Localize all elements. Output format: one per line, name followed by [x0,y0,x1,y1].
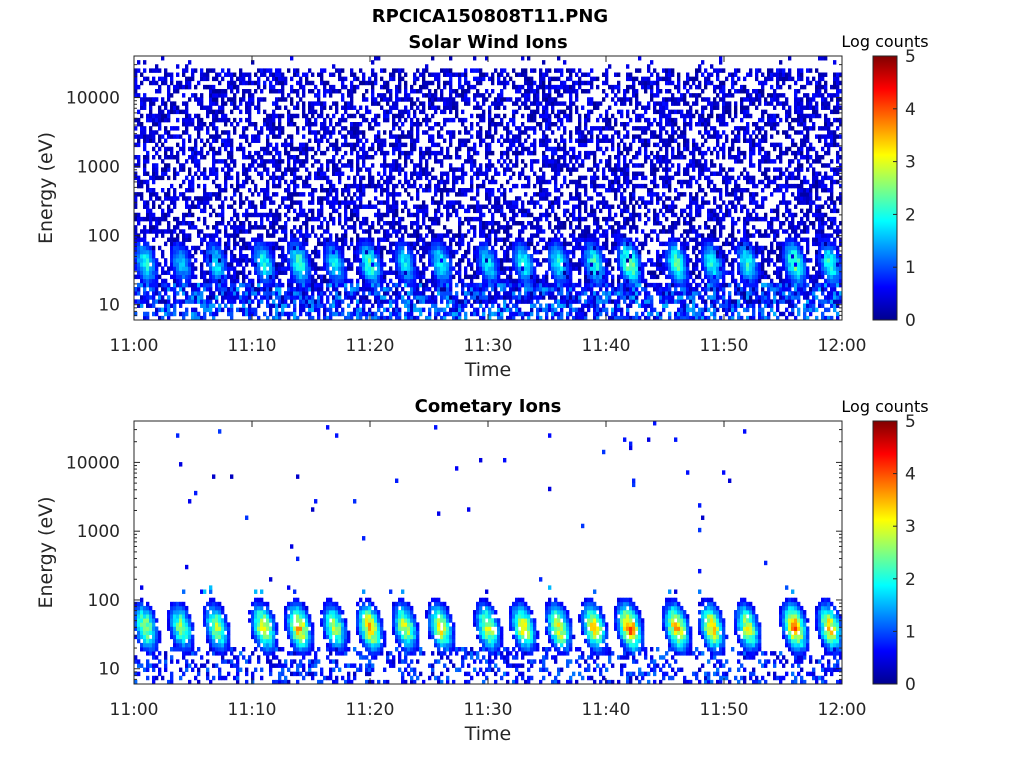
heatmap-cells [134,421,843,685]
colorbar-tick-label: 4 [905,465,916,485]
colorbar-tick-label: 5 [905,47,916,67]
y-tick-label: 1000 [77,158,120,178]
colorbar-label: Log counts [841,397,928,416]
colorbar-tick-label: 5 [905,412,916,432]
y-tick-label: 10 [98,296,120,316]
colorbar-tick-label: 4 [905,100,916,120]
x-tick-label: 11:00 [110,336,159,356]
colorbar-tick-label: 2 [905,570,916,590]
colorbar-label: Log counts [841,32,928,51]
x-axis-label: Time [464,359,512,381]
x-tick-label: 11:50 [700,700,749,720]
x-axis-label: Time [464,723,512,745]
colorbar-tick-label: 0 [905,675,916,695]
colorbar-tick-label: 2 [905,205,916,225]
x-tick-label: 12:00 [818,336,867,356]
x-tick-label: 11:40 [582,700,631,720]
colorbar-tick-label: 1 [905,258,916,278]
y-tick-label: 10 [98,660,120,680]
panel-title: Cometary Ions [415,396,562,417]
y-axis-label: Energy (eV) [35,496,57,608]
y-tick-label: 10000 [66,89,120,109]
x-tick-label: 11:40 [582,336,631,356]
y-tick-label: 10000 [66,453,120,473]
colorbar-tick-label: 0 [905,311,916,331]
x-tick-label: 11:10 [228,700,277,720]
y-minor-ticks [134,420,842,685]
x-tick-label: 12:00 [818,700,867,720]
y-minor-ticks [134,55,842,321]
colorbar-gradient [872,420,898,685]
x-tick-label: 11:20 [346,336,395,356]
x-tick-label: 11:20 [346,700,395,720]
colorbar-tick-label: 1 [905,622,916,642]
y-tick-label: 100 [88,227,120,247]
panel-title: Solar Wind Ions [408,32,567,53]
x-tick-label: 11:10 [228,336,277,356]
heatmap-cells [134,56,843,321]
y-tick-label: 1000 [77,522,120,542]
x-tick-label: 11:30 [464,700,513,720]
figure-title: RPCICA150808T11.PNG [371,6,609,27]
colorbar-tick-label: 3 [905,153,916,173]
y-axis-label: Energy (eV) [35,132,57,244]
colorbar-gradient [872,55,898,321]
x-tick-label: 11:30 [464,336,513,356]
y-tick-label: 100 [88,591,120,611]
x-tick-label: 11:50 [700,336,749,356]
colorbar-tick-label: 3 [905,517,916,537]
x-tick-label: 11:00 [110,700,159,720]
